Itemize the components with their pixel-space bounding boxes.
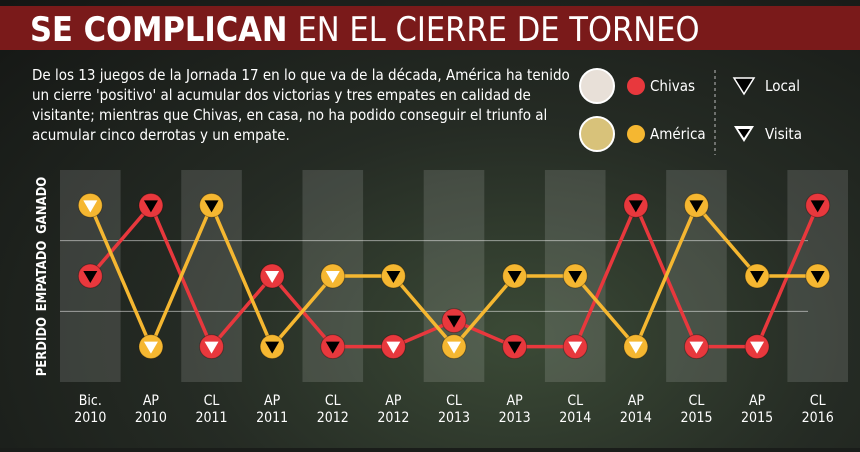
legend-away-icon [738, 129, 750, 138]
x-tick-label: 2012 [317, 410, 349, 426]
x-tick-label: CL [204, 393, 220, 409]
x-tick-label: AP [385, 393, 402, 409]
description-line: un cierre 'positivo' al acumular dos vic… [32, 86, 531, 104]
x-tick-label: 2015 [680, 410, 712, 426]
x-tick-label: 2011 [196, 410, 228, 426]
title-bar [0, 6, 860, 50]
x-tick-label: CL [325, 393, 341, 409]
description-line: visitante; mientras que Chivas, en casa,… [32, 106, 547, 124]
x-tick-label: 2015 [741, 410, 773, 426]
x-tick-label: 2010 [74, 410, 106, 426]
venue-marker [810, 200, 825, 213]
venue-marker [265, 341, 280, 354]
venue-marker [204, 341, 219, 354]
venue-marker [447, 341, 461, 354]
venue-marker [750, 341, 765, 354]
venue-marker [386, 341, 401, 354]
x-tick-label: 2016 [802, 410, 834, 426]
venue-marker [204, 200, 219, 213]
legend-label: Visita [765, 125, 802, 143]
team-crest [579, 116, 615, 152]
x-tick-label: 2014 [620, 410, 652, 426]
x-tick-label: AP [143, 393, 160, 409]
x-tick-label: 2014 [559, 410, 591, 426]
team-crest [579, 68, 615, 104]
venue-marker [628, 200, 643, 213]
x-tick-label: 2013 [438, 410, 470, 426]
venue-marker [689, 200, 704, 213]
venue-marker [628, 341, 643, 354]
chart-title: SE COMPLICAN EN EL CIERRE DE TORNEO [30, 10, 700, 50]
venue-marker [386, 271, 401, 283]
legend-marker [627, 77, 645, 95]
x-tick-label: AP [628, 393, 645, 409]
venue-marker [325, 341, 340, 354]
venue-marker [265, 271, 280, 283]
y-tick-label: GANADO [35, 177, 50, 234]
title-rest: EN EL CIERRE DE TORNEO [297, 10, 699, 50]
x-tick-label: 2011 [256, 410, 288, 426]
x-tick-label: Bic. [79, 393, 102, 409]
x-tick-label: AP [264, 393, 281, 409]
x-tick-label: 2010 [135, 410, 167, 426]
x-tick-label: CL [689, 393, 705, 409]
x-tick-label: AP [749, 393, 766, 409]
legend-label: Chivas [650, 77, 695, 95]
title-bold: SE COMPLICAN [30, 10, 287, 50]
venue-marker [568, 271, 583, 283]
x-tick-label: AP [507, 393, 524, 409]
venue-marker [143, 341, 158, 354]
venue-marker [325, 271, 340, 283]
venue-marker [83, 200, 98, 213]
venue-marker [447, 315, 461, 328]
x-tick-label: CL [810, 393, 826, 409]
description-line: De los 13 juegos de la Jornada 17 en lo … [32, 66, 570, 84]
venue-marker [507, 271, 522, 283]
x-tick-label: CL [446, 393, 462, 409]
description-line: acumular cinco derrotas y un empate. [32, 126, 290, 144]
legend-home-icon [732, 77, 756, 96]
legend-label: América [650, 125, 706, 143]
legend-label: Local [765, 77, 800, 95]
y-tick-label: EMPATADO [35, 241, 50, 312]
venue-marker [810, 271, 825, 283]
x-tick-label: 2012 [377, 410, 409, 426]
legend-marker [627, 125, 645, 143]
venue-marker [83, 271, 98, 283]
venue-marker [689, 341, 704, 354]
venue-marker [750, 271, 765, 283]
x-tick-label: 2013 [499, 410, 531, 426]
venue-marker [507, 341, 522, 354]
venue-marker [568, 341, 583, 354]
x-tick-label: CL [567, 393, 583, 409]
venue-marker [143, 200, 158, 213]
y-tick-label: PERDIDO [35, 317, 50, 376]
